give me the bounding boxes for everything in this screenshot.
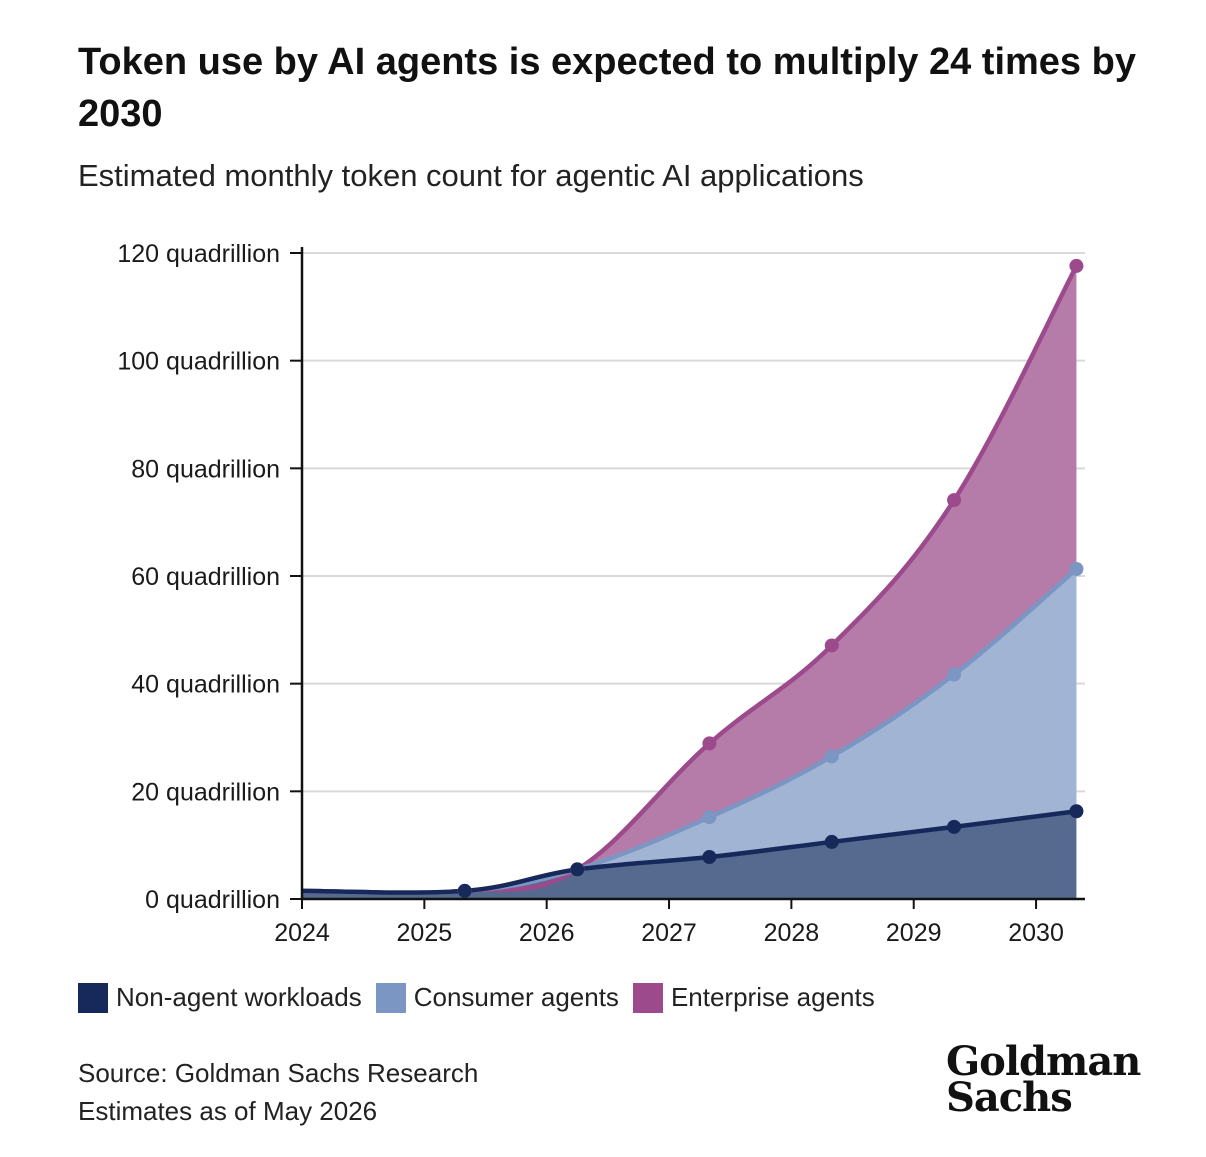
y-tick-label: 120 quadrillion bbox=[117, 240, 280, 268]
point-enterprise bbox=[947, 493, 962, 508]
point-enterprise bbox=[702, 736, 717, 751]
estimates-line: Estimates as of May 2026 bbox=[78, 1096, 378, 1126]
point-non-agent bbox=[457, 883, 472, 898]
y-tick-label: 80 quadrillion bbox=[131, 455, 280, 483]
y-tick-label: 0 quadrillion bbox=[145, 886, 280, 914]
point-layer bbox=[457, 258, 1084, 898]
legend-label-consumer: Consumer agents bbox=[413, 982, 619, 1012]
point-non-agent bbox=[1069, 804, 1084, 819]
source-line: Source: Goldman Sachs Research bbox=[78, 1058, 479, 1088]
goldman-sachs-logo: Goldman Sachs bbox=[946, 1038, 1141, 1121]
area-layer bbox=[302, 265, 1077, 899]
logo-line-2: Sachs bbox=[946, 1074, 1073, 1121]
y-tick-label: 20 quadrillion bbox=[131, 778, 280, 806]
area-non-agent bbox=[302, 811, 1077, 899]
point-consumer bbox=[947, 667, 962, 682]
point-non-agent bbox=[702, 850, 717, 865]
legend-label-non-agent: Non-agent workloads bbox=[116, 982, 362, 1012]
legend: Non-agent workloads Consumer agents Ente… bbox=[78, 982, 889, 1013]
chart-title: Token use by AI agents is expected to mu… bbox=[78, 41, 1136, 135]
y-tick-label: 100 quadrillion bbox=[117, 348, 280, 376]
area-chart: 0 quadrillion 20 quadrillion 40 quadrillio… bbox=[117, 240, 1085, 947]
legend-label-enterprise: Enterprise agents bbox=[670, 982, 875, 1012]
source-note: Source: Goldman Sachs Research Estimates… bbox=[78, 1054, 478, 1130]
x-tick-label: 2027 bbox=[641, 919, 697, 947]
area-consumer bbox=[302, 569, 1077, 893]
x-tick-label: 2025 bbox=[397, 919, 453, 947]
point-consumer bbox=[824, 749, 839, 764]
x-tick-label: 2026 bbox=[519, 919, 575, 947]
x-tick-label: 2029 bbox=[886, 919, 942, 947]
point-non-agent bbox=[947, 819, 962, 834]
y-tick-label: 40 quadrillion bbox=[131, 671, 280, 699]
legend-item-consumer: Consumer agents bbox=[375, 982, 619, 1013]
legend-item-non-agent: Non-agent workloads bbox=[78, 982, 362, 1013]
legend-swatch-consumer bbox=[375, 982, 406, 1013]
legend-swatch-enterprise bbox=[632, 982, 663, 1013]
legend-item-enterprise: Enterprise agents bbox=[632, 982, 875, 1013]
area-enterprise bbox=[302, 265, 1077, 893]
x-tick-label: 2028 bbox=[764, 919, 820, 947]
point-consumer bbox=[1069, 562, 1084, 577]
x-tick-label: 2024 bbox=[274, 919, 330, 947]
y-tick-label: 60 quadrillion bbox=[131, 563, 280, 591]
logo-line-1: Goldman bbox=[946, 1038, 1141, 1085]
point-consumer bbox=[702, 810, 717, 825]
chart-subtitle: Estimated monthly token count for agenti… bbox=[78, 158, 864, 193]
x-tick-label: 2030 bbox=[1008, 919, 1064, 947]
axes: 0 quadrillion 20 quadrillion 40 quadrillio… bbox=[117, 240, 1085, 947]
legend-swatch-non-agent bbox=[78, 982, 108, 1013]
point-non-agent bbox=[570, 862, 585, 877]
point-non-agent bbox=[824, 834, 839, 849]
point-enterprise bbox=[824, 638, 839, 653]
point-enterprise bbox=[1069, 258, 1084, 273]
